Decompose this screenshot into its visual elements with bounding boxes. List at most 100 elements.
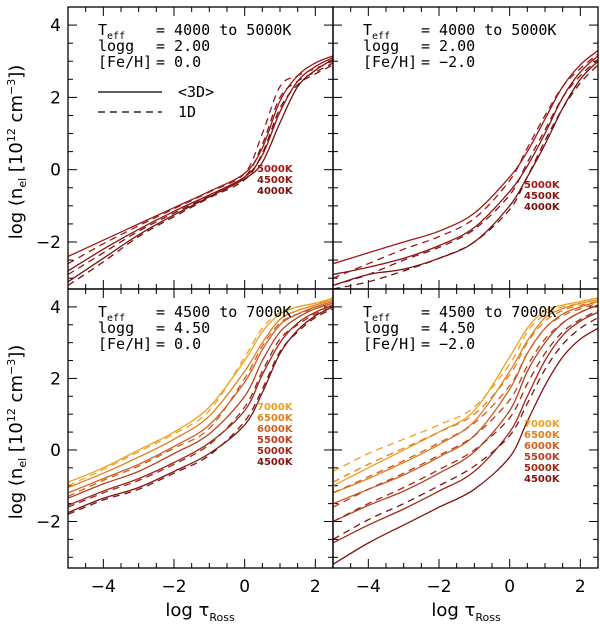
ticks bbox=[332, 288, 599, 568]
legend-3d-label: <3D> bbox=[178, 83, 214, 101]
series-line-1d-6500K bbox=[333, 300, 598, 483]
x-tick-label: −4 bbox=[356, 577, 381, 597]
annotation-logg-value: = 4.50 bbox=[156, 319, 210, 337]
y-tick-label: 4 bbox=[50, 16, 61, 36]
temperature-label: 4000K bbox=[524, 202, 561, 213]
y-tick-label: 2 bbox=[50, 369, 61, 389]
temperature-label: 5500K bbox=[524, 452, 561, 463]
x-tick-label: 0 bbox=[504, 577, 515, 597]
temperature-label: 6500K bbox=[524, 430, 561, 441]
annotation-teff-label: Teff bbox=[363, 303, 390, 324]
series-line-1d-4500K bbox=[68, 308, 333, 515]
panel-top-left: −2 0 2 4 Teff = 4000 to 5000K logg = 2.00[Fe/H]… bbox=[36, 6, 334, 290]
temperature-label: 7000K bbox=[257, 402, 294, 413]
series-line-3d-6000K bbox=[68, 300, 333, 494]
annotation-feh-label: [Fe/H] bbox=[363, 335, 417, 353]
temperature-label: 6000K bbox=[257, 424, 294, 435]
series-line-3d-4500K bbox=[68, 57, 333, 272]
x-tick-label: 2 bbox=[575, 577, 586, 597]
annotation-logg-label: logg bbox=[98, 319, 134, 337]
y-tick-label: −2 bbox=[36, 513, 61, 533]
series-line-1d-4000K bbox=[333, 64, 598, 289]
x-axis-label-left: log τRoss bbox=[165, 600, 235, 624]
legend-1d-label: 1D bbox=[178, 103, 196, 121]
series-line-3d-4500K bbox=[68, 306, 333, 514]
series-line-3d-5000K bbox=[68, 304, 333, 507]
series-group bbox=[68, 297, 333, 515]
series-line-3d-7000K bbox=[333, 297, 598, 487]
series-line-1d-4000K bbox=[68, 64, 333, 286]
series-line-3d-6000K bbox=[333, 300, 598, 505]
temperature-label: 6500K bbox=[257, 413, 294, 424]
series-group bbox=[333, 297, 598, 565]
annotation-logg-label: logg bbox=[98, 37, 134, 55]
x-tick-label: −2 bbox=[161, 577, 186, 597]
x-tick-label: 0 bbox=[239, 577, 250, 597]
annotation-feh-label: [Fe/H] bbox=[98, 53, 152, 71]
series-line-1d-5000K bbox=[333, 309, 598, 523]
temperature-label: 4500K bbox=[257, 457, 294, 468]
annotation-logg-value: = 4.50 bbox=[421, 319, 475, 337]
series-line-3d-4500K bbox=[333, 327, 598, 565]
annotation-teff-value: = 4500 to 7000K bbox=[421, 303, 556, 321]
series-line-1d-6000K bbox=[333, 302, 598, 494]
x-tick-label: −4 bbox=[91, 577, 116, 597]
series-line-1d-4500K bbox=[333, 317, 598, 540]
annotation-teff-label: Teff bbox=[363, 21, 390, 42]
series-line-3d-4000K bbox=[333, 60, 598, 287]
series-line-1d-5000K bbox=[333, 53, 598, 279]
temperature-label: 5000K bbox=[524, 180, 561, 191]
series-line-1d-5500K bbox=[333, 304, 598, 508]
temperature-label: 6000K bbox=[524, 441, 561, 452]
series-line-1d-4500K bbox=[333, 58, 598, 287]
annotation-teff-value: = 4000 to 5000K bbox=[421, 21, 556, 39]
series-line-3d-5500K bbox=[333, 304, 598, 523]
temperature-label: 4500K bbox=[524, 191, 561, 202]
temperature-label: 4500K bbox=[524, 474, 561, 485]
temperature-label: 5000K bbox=[257, 446, 294, 457]
temperature-label: 5000K bbox=[524, 463, 561, 474]
y-tick-label: 2 bbox=[50, 88, 61, 108]
series-line-3d-6500K bbox=[68, 299, 333, 489]
annotation-logg-value: = 2.00 bbox=[421, 37, 475, 55]
series-line-3d-6500K bbox=[333, 299, 598, 494]
annotation-teff-value: = 4000 to 5000K bbox=[156, 21, 291, 39]
annotation-feh-label: [Fe/H] bbox=[98, 335, 152, 353]
series-line-3d-4500K bbox=[333, 55, 598, 276]
y-tick-label: 0 bbox=[50, 161, 61, 181]
panel-top-right: Teff = 4000 to 5000K logg = 2.00[Fe/H] = −2.… bbox=[332, 6, 599, 290]
series-line-3d-5000K bbox=[333, 311, 598, 544]
series-line-1d-5000K bbox=[68, 60, 333, 265]
legend: <3D> 1D bbox=[98, 83, 214, 121]
plot-frame bbox=[332, 288, 599, 569]
panel-bottom-left: −2 0 2 4 −4 −2 0 2 Teff = 4500 to 7000K logg = 4.50… bbox=[36, 288, 334, 597]
x-axis-label-right: log τRoss bbox=[431, 600, 501, 624]
y-axis-label-bottom: log (nel [1012 cm−3]) bbox=[5, 345, 29, 520]
panel-bottom-right: −4 −2 0 2 Teff = 4500 to 7000K logg = 4.50[Fe/H… bbox=[332, 288, 599, 597]
y-tick-label: −2 bbox=[36, 233, 61, 253]
ticks bbox=[67, 6, 334, 289]
series-line-1d-7000K bbox=[68, 299, 333, 487]
y-tick-label: 4 bbox=[50, 298, 61, 318]
y-tick-label: 0 bbox=[50, 441, 61, 461]
series-group bbox=[333, 49, 598, 289]
series-line-1d-5000K bbox=[68, 306, 333, 508]
series-line-3d-5500K bbox=[68, 302, 333, 499]
temperature-label: 4500K bbox=[257, 175, 294, 186]
annotation-feh-value: = 0.0 bbox=[156, 335, 201, 353]
annotation-feh-label: [Fe/H] bbox=[363, 53, 417, 71]
series-line-3d-5000K bbox=[333, 49, 598, 265]
series-line-3d-4000K bbox=[68, 58, 333, 283]
annotation-teff-label: Teff bbox=[98, 21, 125, 42]
x-tick-label: −2 bbox=[426, 577, 451, 597]
annotation-feh-value: = −2.0 bbox=[421, 335, 475, 353]
temperature-label: 5000K bbox=[257, 164, 294, 175]
series-line-1d-7000K bbox=[333, 299, 598, 472]
temperature-label: 5500K bbox=[257, 435, 294, 446]
annotation-logg-label: logg bbox=[363, 319, 399, 337]
annotation-logg-label: logg bbox=[363, 37, 399, 55]
annotation-teff-value: = 4500 to 7000K bbox=[156, 303, 291, 321]
annotation-feh-value: = −2.0 bbox=[421, 53, 475, 71]
temperature-label: 7000K bbox=[524, 419, 561, 430]
